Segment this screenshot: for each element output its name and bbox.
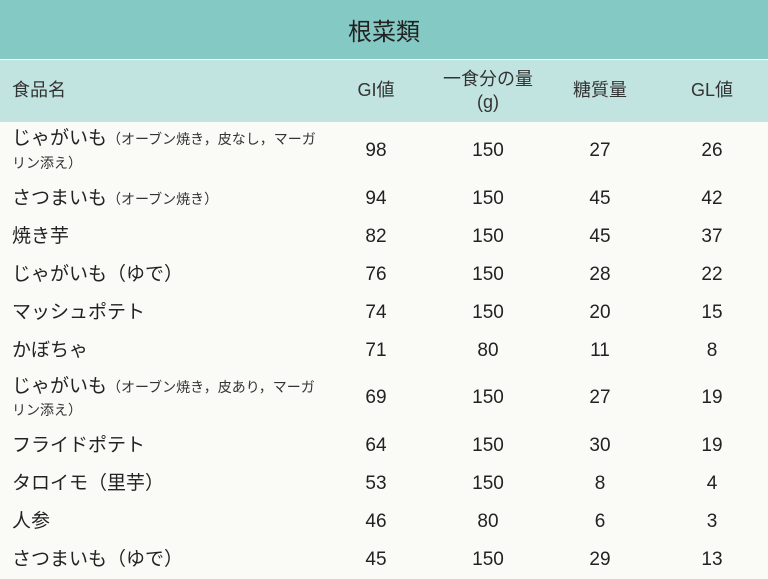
food-name-main: フライドポテト: [12, 435, 145, 456]
cell-gi: 45: [320, 543, 432, 577]
table-title: 根菜類: [0, 0, 768, 60]
table-body: じゃがいも（オーブン焼き，皮なし，マーガリン添え）981502726さつまいも（…: [0, 122, 768, 579]
cell-carbs: 28: [544, 258, 656, 292]
root-vegetable-table: 根菜類 食品名 GI値 一食分の量(g) 糖質量 GL値 じゃがいも（オーブン焼…: [0, 0, 768, 579]
food-name-main: 人参: [12, 511, 50, 532]
cell-serving: 150: [432, 381, 544, 415]
cell-gl: 13: [656, 543, 768, 577]
cell-gi: 82: [320, 220, 432, 254]
food-name-main: じゃがいも: [12, 376, 107, 397]
cell-food-name: さつまいも（ゆで）: [0, 543, 320, 577]
table-row: さつまいも（ゆで）451502913: [0, 541, 768, 579]
cell-serving: 150: [432, 258, 544, 292]
cell-gi: 53: [320, 467, 432, 501]
cell-gl: 42: [656, 182, 768, 216]
cell-carbs: 27: [544, 381, 656, 415]
cell-food-name: タロイモ（里芋）: [0, 467, 320, 501]
cell-food-name: じゃがいも（ゆで）: [0, 258, 320, 292]
cell-serving: 150: [432, 296, 544, 330]
cell-gi: 98: [320, 134, 432, 168]
cell-food-name: 焼き芋: [0, 220, 320, 254]
header-gi: GI値: [320, 73, 432, 108]
cell-serving: 80: [432, 505, 544, 539]
cell-serving: 150: [432, 543, 544, 577]
cell-carbs: 11: [544, 334, 656, 368]
table-row: じゃがいも（ゆで） 761502822: [0, 256, 768, 294]
table-row: タロイモ（里芋） 5315084: [0, 465, 768, 503]
cell-carbs: 29: [544, 543, 656, 577]
cell-carbs: 8: [544, 467, 656, 501]
cell-gi: 76: [320, 258, 432, 292]
cell-gi: 46: [320, 505, 432, 539]
cell-gl: 19: [656, 429, 768, 463]
cell-gi: 71: [320, 334, 432, 368]
header-serving: 一食分の量(g): [432, 62, 544, 121]
food-name-main: じゃがいも（ゆで）: [12, 264, 183, 285]
cell-gl: 22: [656, 258, 768, 292]
cell-gl: 15: [656, 296, 768, 330]
cell-serving: 150: [432, 220, 544, 254]
cell-serving: 150: [432, 182, 544, 216]
food-name-main: じゃがいも: [12, 128, 107, 149]
table-row: じゃがいも（オーブン焼き，皮なし，マーガリン添え）981502726: [0, 122, 768, 180]
cell-food-name: マッシュポテト: [0, 296, 320, 330]
cell-carbs: 6: [544, 505, 656, 539]
cell-carbs: 27: [544, 134, 656, 168]
header-carbs: 糖質量: [544, 73, 656, 108]
header-gl: GL値: [656, 73, 768, 108]
cell-food-name: かぼちゃ: [0, 334, 320, 368]
cell-gl: 4: [656, 467, 768, 501]
cell-carbs: 45: [544, 220, 656, 254]
cell-food-name: じゃがいも（オーブン焼き，皮なし，マーガリン添え）: [0, 122, 320, 180]
food-name-note: （オーブン焼き）: [107, 191, 218, 207]
food-name-main: 焼き芋: [12, 226, 69, 247]
table-row: じゃがいも（オーブン焼き，皮あり，マーガリン添え）691502719: [0, 370, 768, 428]
cell-serving: 150: [432, 429, 544, 463]
cell-serving: 80: [432, 334, 544, 368]
cell-food-name: じゃがいも（オーブン焼き，皮あり，マーガリン添え）: [0, 370, 320, 428]
cell-gl: 19: [656, 381, 768, 415]
table-row: 人参 468063: [0, 503, 768, 541]
cell-gl: 3: [656, 505, 768, 539]
cell-gl: 26: [656, 134, 768, 168]
table-row: フライドポテト 641503019: [0, 427, 768, 465]
table-header-row: 食品名 GI値 一食分の量(g) 糖質量 GL値: [0, 60, 768, 122]
food-name-main: さつまいも: [12, 188, 107, 209]
cell-carbs: 45: [544, 182, 656, 216]
food-name-main: かぼちゃ: [12, 340, 88, 361]
cell-gi: 64: [320, 429, 432, 463]
cell-carbs: 20: [544, 296, 656, 330]
cell-serving: 150: [432, 134, 544, 168]
table-row: かぼちゃ 7180118: [0, 332, 768, 370]
cell-food-name: さつまいも（オーブン焼き）: [0, 182, 320, 216]
cell-gi: 94: [320, 182, 432, 216]
food-name-main: マッシュポテト: [12, 302, 145, 323]
cell-gl: 37: [656, 220, 768, 254]
cell-gl: 8: [656, 334, 768, 368]
header-food-name: 食品名: [0, 73, 320, 108]
cell-food-name: フライドポテト: [0, 429, 320, 463]
table-row: マッシュポテト 741502015: [0, 294, 768, 332]
cell-food-name: 人参: [0, 505, 320, 539]
food-name-main: タロイモ（里芋）: [12, 473, 164, 494]
cell-carbs: 30: [544, 429, 656, 463]
table-row: 焼き芋 821504537: [0, 218, 768, 256]
cell-serving: 150: [432, 467, 544, 501]
table-row: さつまいも（オーブン焼き）941504542: [0, 180, 768, 218]
cell-gi: 69: [320, 381, 432, 415]
cell-gi: 74: [320, 296, 432, 330]
